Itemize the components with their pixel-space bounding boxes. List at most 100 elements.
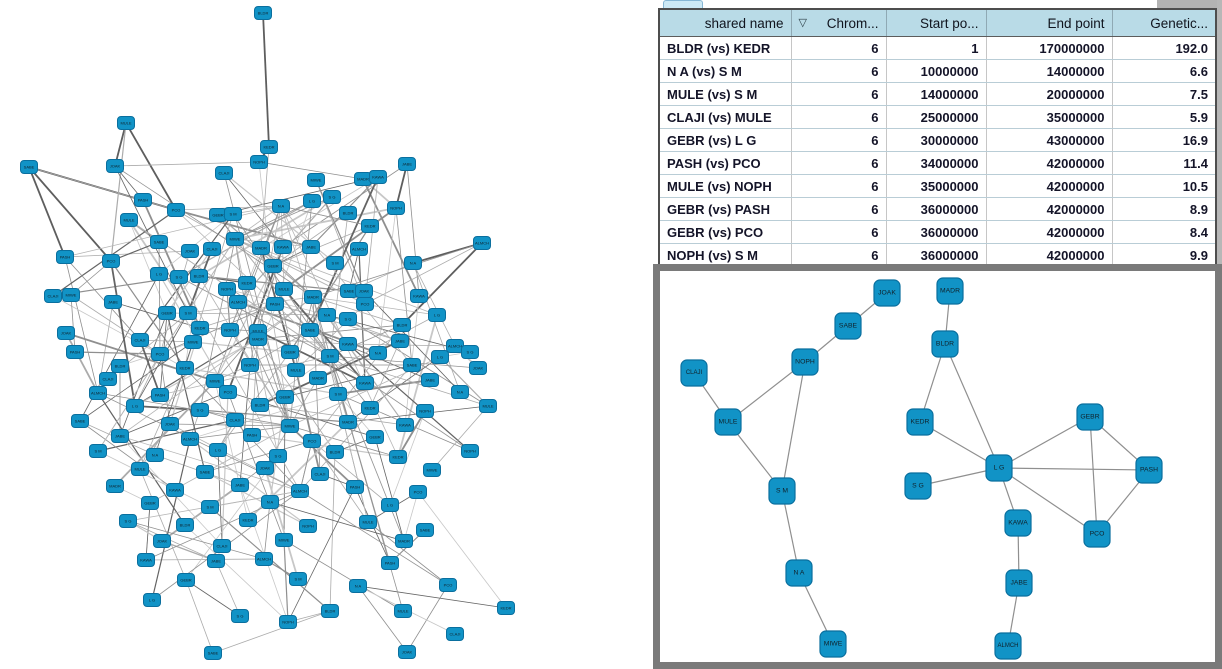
- dense-node[interactable]: NOPH: [221, 323, 239, 337]
- dense-node[interactable]: CLAJI: [213, 539, 231, 553]
- table-cell[interactable]: 5.9: [1112, 105, 1217, 129]
- network-node-MIWE[interactable]: MIWE: [819, 630, 847, 658]
- dense-node[interactable]: KAWA: [166, 483, 184, 497]
- dense-node[interactable]: S M: [329, 387, 347, 401]
- dense-node[interactable]: CLAJI: [99, 372, 117, 386]
- dense-node[interactable]: BLDR: [393, 318, 411, 332]
- table-cell[interactable]: 6: [791, 220, 887, 244]
- table-cell[interactable]: 1: [886, 36, 987, 60]
- table-cell[interactable]: CLAJI (vs) MULE: [659, 105, 792, 129]
- dense-node[interactable]: S M: [321, 349, 339, 363]
- dense-node[interactable]: MADR: [106, 479, 124, 493]
- dense-node[interactable]: S M: [89, 444, 107, 458]
- table-cell[interactable]: NOPH (vs) S M: [659, 243, 792, 268]
- dense-node[interactable]: PCO: [102, 254, 120, 268]
- network-node-MADR[interactable]: MADR: [936, 277, 964, 305]
- filter-funnel-icon[interactable]: ▽: [798, 16, 807, 29]
- table-cell[interactable]: N A (vs) S M: [659, 59, 792, 83]
- dense-node[interactable]: SABE: [204, 646, 222, 660]
- dense-node[interactable]: MADR: [309, 371, 327, 385]
- network-node-ALMCH[interactable]: ALMCH: [994, 632, 1022, 660]
- dense-node[interactable]: KAWA: [339, 337, 357, 351]
- dense-node[interactable]: PASH: [134, 193, 152, 207]
- dense-node[interactable]: PCO: [303, 434, 321, 448]
- dense-node[interactable]: NOPH: [241, 358, 259, 372]
- dense-node[interactable]: S M: [289, 572, 307, 586]
- dense-node[interactable]: JOAK: [57, 326, 75, 340]
- dense-node[interactable]: KEDR: [497, 601, 515, 615]
- dense-node[interactable]: BLDR: [321, 604, 339, 618]
- table-cell[interactable]: 6.6: [1112, 59, 1217, 83]
- dense-node[interactable]: MIWE: [307, 173, 325, 187]
- dense-node[interactable]: L G: [143, 593, 161, 607]
- network-node-S-M[interactable]: S M: [768, 477, 796, 505]
- table-cell[interactable]: 35000000: [886, 174, 987, 198]
- dense-node[interactable]: PASH: [243, 428, 261, 442]
- dense-node[interactable]: KEDR: [389, 450, 407, 464]
- table-cell[interactable]: 30000000: [886, 128, 987, 152]
- dense-node[interactable]: BLDR: [326, 445, 344, 459]
- dense-node[interactable]: PASH: [151, 388, 169, 402]
- dense-node[interactable]: S G: [170, 270, 188, 284]
- dense-node[interactable]: BLDR: [111, 359, 129, 373]
- dense-node[interactable]: N A: [261, 495, 279, 509]
- table-cell[interactable]: BLDR (vs) KEDR: [659, 36, 792, 60]
- dense-node[interactable]: L G: [428, 308, 446, 322]
- dense-node[interactable]: BLDR: [176, 518, 194, 532]
- table-cell[interactable]: 6: [791, 197, 887, 221]
- table-cell[interactable]: 6: [791, 151, 887, 175]
- dense-node[interactable]: SABE: [340, 284, 358, 298]
- dense-node[interactable]: CLAJI: [44, 289, 62, 303]
- dense-node[interactable]: JABE: [302, 240, 320, 254]
- dense-node[interactable]: MIWE: [275, 533, 293, 547]
- network-node-NOPH[interactable]: NOPH: [791, 348, 819, 376]
- network-node-L-G[interactable]: L G: [985, 454, 1013, 482]
- network-node-KAWA[interactable]: KAWA: [1004, 509, 1032, 537]
- tab-fragment[interactable]: [663, 0, 703, 8]
- table-cell[interactable]: 8.9: [1112, 197, 1217, 221]
- dense-node[interactable]: SABE: [403, 358, 421, 372]
- dense-node[interactable]: JOAK: [256, 461, 274, 475]
- table-cell[interactable]: 43000000: [986, 128, 1113, 152]
- dense-node[interactable]: BLDR: [339, 206, 357, 220]
- dense-node[interactable]: ALMCH: [473, 236, 491, 250]
- dense-node[interactable]: CLAJI: [446, 627, 464, 641]
- table-cell[interactable]: MULE (vs) S M: [659, 82, 792, 106]
- table-cell[interactable]: 42000000: [986, 220, 1113, 244]
- dense-node[interactable]: PASH: [381, 556, 399, 570]
- table-row[interactable]: MULE (vs) NOPH 6 35000000 42000000 10.5: [659, 174, 1217, 198]
- dense-node[interactable]: CLAJI: [311, 467, 329, 481]
- table-cell[interactable]: 6: [791, 59, 887, 83]
- column-header-4[interactable]: Genetic...: [1112, 9, 1217, 37]
- table-cell[interactable]: 14000000: [886, 82, 987, 106]
- dense-node[interactable]: N A: [146, 448, 164, 462]
- dense-node[interactable]: S G: [269, 449, 287, 463]
- dense-node[interactable]: ALMCH: [89, 386, 107, 400]
- dense-node[interactable]: S G: [191, 403, 209, 417]
- dense-node[interactable]: JOAK: [398, 645, 416, 659]
- table-cell[interactable]: 6: [791, 243, 887, 268]
- dense-node[interactable]: BLDR: [190, 269, 208, 283]
- table-cell[interactable]: 36000000: [886, 197, 987, 221]
- dense-node[interactable]: L G: [150, 267, 168, 281]
- table-row[interactable]: GEBR (vs) L G 6 30000000 43000000 16.9: [659, 128, 1217, 152]
- table-cell[interactable]: 6: [791, 82, 887, 106]
- dense-node[interactable]: JOAK: [181, 244, 199, 258]
- dense-node[interactable]: JABE: [398, 157, 416, 171]
- dense-node[interactable]: GEBR: [281, 345, 299, 359]
- table-cell[interactable]: 36000000: [886, 220, 987, 244]
- table-row[interactable]: N A (vs) S M 6 10000000 14000000 6.6: [659, 59, 1217, 83]
- dense-node[interactable]: L G: [126, 399, 144, 413]
- dense-node[interactable]: JOAK: [355, 284, 373, 298]
- dense-node[interactable]: KAWA: [356, 376, 374, 390]
- dense-node[interactable]: KEDR: [361, 401, 379, 415]
- table-cell[interactable]: PASH (vs) PCO: [659, 151, 792, 175]
- dense-node[interactable]: NOPH: [218, 282, 236, 296]
- dense-node[interactable]: PCO: [219, 385, 237, 399]
- dense-node[interactable]: S G: [231, 609, 249, 623]
- dense-node[interactable]: MIWE: [226, 232, 244, 246]
- dense-node[interactable]: NOPH: [279, 615, 297, 629]
- dense-node[interactable]: L G: [431, 350, 449, 364]
- dense-node[interactable]: MADR: [304, 290, 322, 304]
